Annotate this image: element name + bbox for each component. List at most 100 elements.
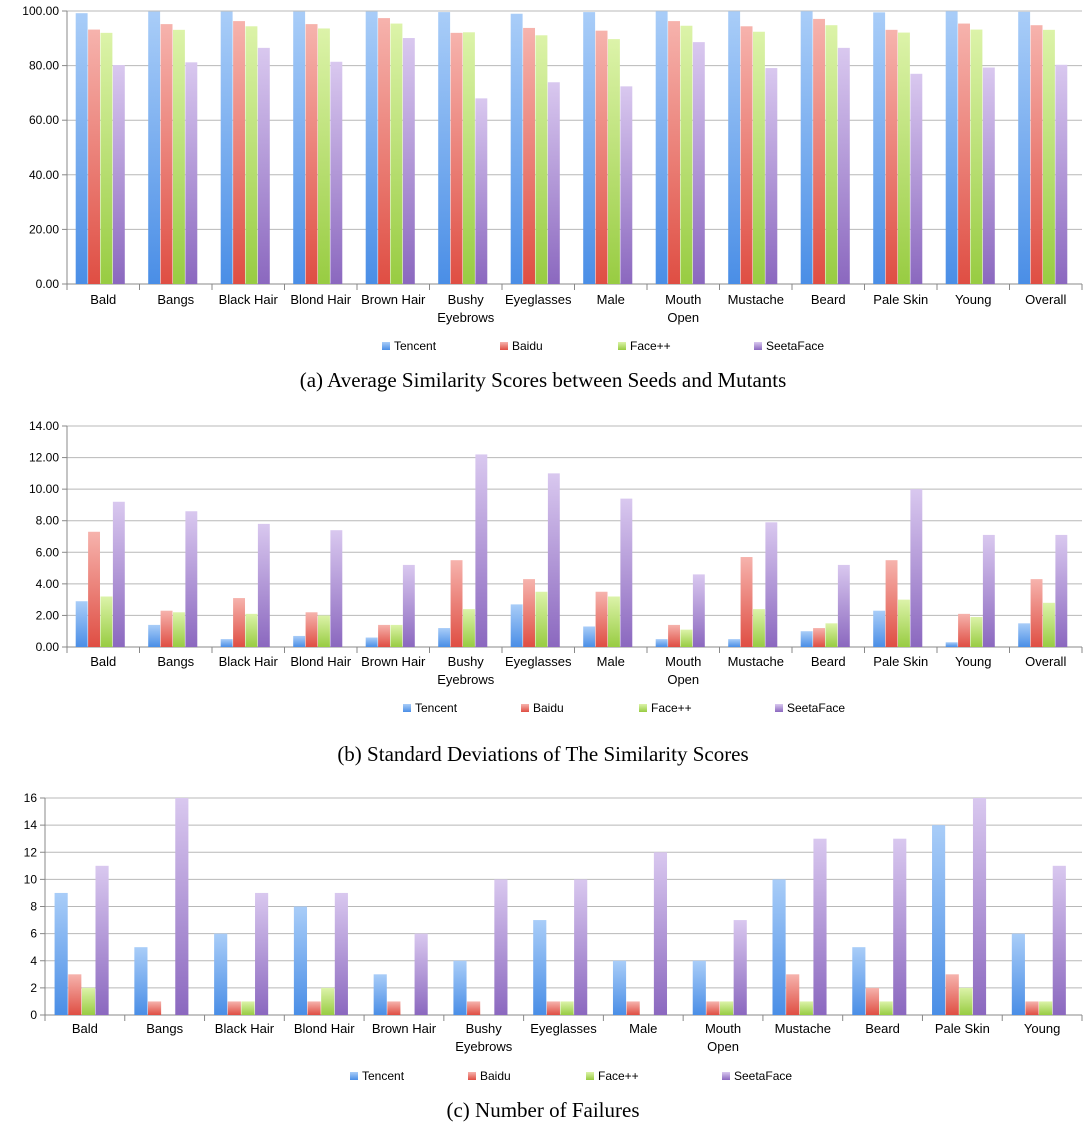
x-category-label: Bushy Eyebrows	[437, 654, 495, 687]
legend-swatch-baidu	[468, 1072, 476, 1080]
bar-bald-tencent	[75, 601, 88, 647]
bar-black-hair-tencent	[220, 639, 233, 647]
x-category-label: Blond Hair	[290, 654, 351, 669]
bar-bald-seetaface	[112, 65, 125, 284]
bar-beard-tencent	[852, 947, 866, 1015]
bar-pale-skin-tencent	[873, 610, 886, 647]
x-category-label: Pale Skin	[935, 1021, 990, 1036]
bar-young-tencent	[945, 11, 958, 284]
caption-c: (c) Number of Failures	[446, 1098, 640, 1122]
bar-mustache-baidu	[786, 974, 800, 1015]
y-tick-label: 12	[24, 845, 38, 859]
bar-bald-baidu	[88, 29, 100, 285]
bar-male-baidu	[595, 30, 608, 284]
x-category-label: Mustache	[728, 292, 784, 307]
bar-overall-baidu	[1030, 579, 1043, 647]
bar-bushy-eyebrows-face	[462, 32, 475, 284]
bar-mouth-open-baidu	[668, 624, 680, 647]
bar-mouth-open-seetaface	[733, 920, 747, 1015]
bar-pale-skin-face	[897, 32, 910, 284]
x-category-label: Eyeglasses	[530, 1021, 597, 1036]
bar-young-face	[970, 617, 983, 647]
x-category-label: Bangs	[157, 292, 194, 307]
x-category-label: Mouth Open	[665, 654, 701, 687]
legend-label-seetaface: SeetaFace	[787, 701, 845, 715]
bar-black-hair-baidu	[233, 598, 245, 647]
bar-bangs-tencent	[148, 11, 161, 285]
bar-beard-baidu	[865, 987, 880, 1015]
y-tick-label: 2.00	[36, 608, 60, 622]
bar-male-seetaface	[620, 86, 633, 285]
bar-blond-hair-seetaface	[330, 530, 343, 647]
x-category-label: Eyeglasses	[505, 654, 572, 669]
bar-male-face	[607, 39, 620, 284]
legend-swatch-seetaface	[775, 704, 783, 712]
bar-blond-hair-tencent	[293, 906, 308, 1015]
bar-male-baidu	[626, 1001, 640, 1015]
bar-blond-hair-face	[317, 615, 330, 647]
y-tick-label: 14	[24, 818, 38, 832]
chart-average-similarity: 0.00 20.00 40.00 60.00 80.00 100.00 Bald Bangs B…	[22, 4, 1083, 353]
x-category-label: Bangs	[146, 1021, 183, 1036]
bar-blond-hair-tencent	[293, 11, 306, 285]
x-category-label: Bushy Eyebrows	[455, 1021, 513, 1054]
bar-bald-tencent	[75, 13, 88, 285]
bar-black-hair-seetaface	[257, 47, 270, 285]
bar-bangs-baidu	[147, 1001, 162, 1015]
bar-overall-tencent	[1018, 11, 1031, 284]
bar-eyeglasses-baidu	[546, 1001, 560, 1015]
bar-beard-face	[825, 25, 838, 285]
x-category-label: Brown Hair	[361, 654, 426, 669]
y-tick-label: 0.00	[36, 640, 60, 654]
bar-mouth-open-tencent	[692, 960, 706, 1015]
legend-label-tencent: Tencent	[415, 701, 458, 715]
y-tick-label: 40.00	[29, 168, 59, 182]
x-category-label: Bald	[90, 654, 116, 669]
bar-mouth-open-seetaface	[692, 42, 705, 284]
legend-label-seetaface: SeetaFace	[766, 339, 824, 353]
bar-mouth-open-face	[680, 629, 693, 647]
bar-young-tencent	[945, 642, 958, 647]
bar-male-seetaface	[620, 498, 633, 647]
y-tick-label: 12.00	[29, 451, 59, 465]
x-category-label: Mustache	[775, 1021, 831, 1036]
x-category-label: Mouth Open	[705, 1021, 741, 1054]
legend-label-tencent: Tencent	[362, 1069, 405, 1083]
bar-mustache-tencent	[772, 879, 786, 1015]
bar-blond-hair-baidu	[305, 612, 318, 647]
bar-pale-skin-baidu	[945, 974, 959, 1015]
x-category-label: Beard	[865, 1021, 900, 1036]
bar-eyeglasses-tencent	[510, 13, 523, 284]
bar-overall-face	[1042, 602, 1055, 647]
bar-bangs-baidu	[160, 24, 173, 284]
bar-overall-face	[1042, 29, 1055, 284]
chart-number-of-failures: 0 2 4 6 8 10 12 14 16 Bald Bangs Black Hair Blond Ha…	[24, 791, 1083, 1083]
bar-brown-hair-baidu	[378, 18, 390, 285]
bar-blond-hair-face	[321, 987, 335, 1015]
bar-bald-seetaface	[112, 501, 125, 647]
bar-pale-skin-baidu	[885, 29, 898, 284]
bar-eyeglasses-face	[535, 591, 548, 647]
bar-overall-tencent	[1018, 623, 1031, 647]
bar-black-hair-baidu	[233, 21, 245, 284]
bar-bushy-eyebrows-baidu	[467, 1001, 481, 1015]
bar-young-baidu	[1025, 1001, 1039, 1015]
legend-label-face: Face++	[630, 339, 671, 353]
y-tick-label: 0	[30, 1008, 37, 1022]
bar-blond-hair-seetaface	[334, 892, 348, 1015]
bar-blond-hair-face	[317, 28, 330, 284]
bar-brown-hair-tencent	[365, 11, 378, 285]
bar-black-hair-face	[245, 613, 258, 647]
bar-mouth-open-face	[680, 25, 693, 284]
bar-overall-seetaface	[1055, 64, 1068, 284]
bar-black-hair-tencent	[220, 11, 233, 285]
x-category-label: Blond Hair	[294, 1021, 355, 1036]
bar-pale-skin-baidu	[885, 560, 898, 647]
bar-mustache-face	[752, 609, 765, 647]
bar-beard-face	[879, 1001, 893, 1015]
bar-bald-baidu	[68, 974, 82, 1015]
y-tick-label: 2	[30, 981, 37, 995]
bar-young-seetaface	[982, 67, 995, 284]
bar-bangs-seetaface	[175, 798, 189, 1015]
bar-pale-skin-seetaface	[972, 798, 987, 1015]
